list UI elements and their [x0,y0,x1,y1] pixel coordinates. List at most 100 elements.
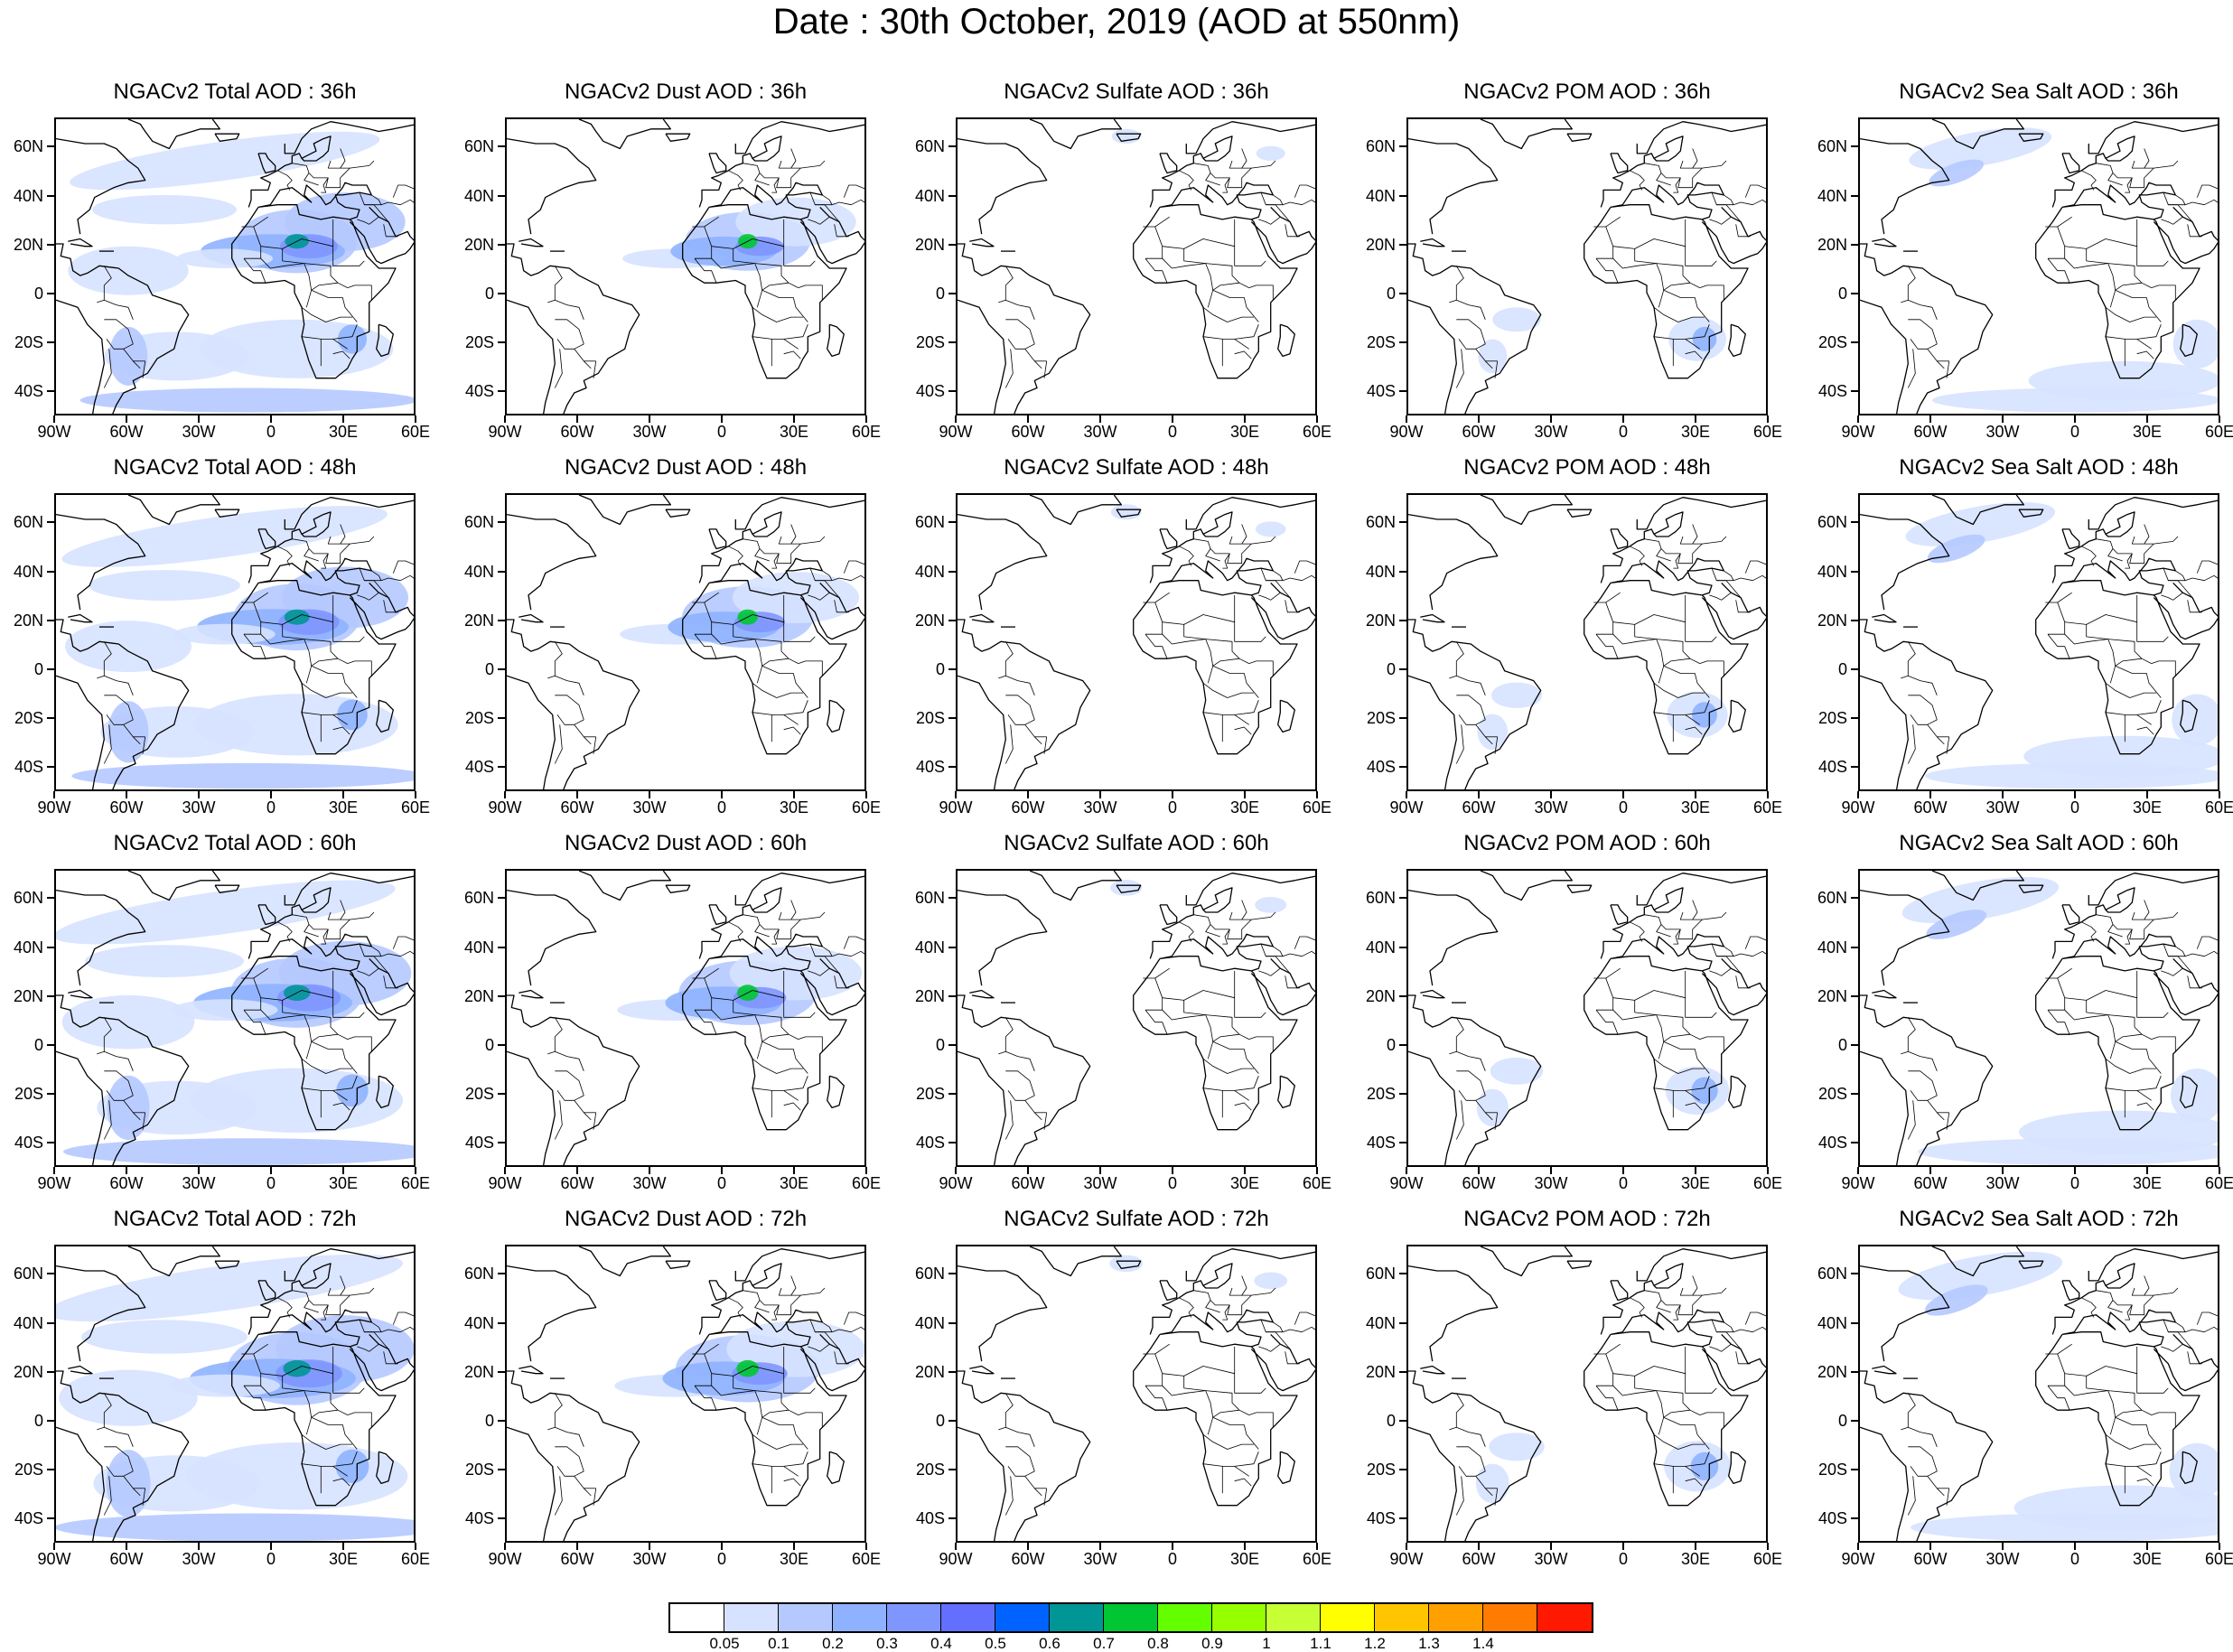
country-border [327,911,350,920]
country-border [1005,695,1035,721]
country-border [359,191,389,222]
lon-tick [198,1543,200,1550]
country-border [1143,592,1170,603]
country-border [260,594,334,625]
coastline [682,958,847,1131]
country-border [2105,682,2156,698]
coastline [248,135,332,208]
country-border [2105,1463,2152,1477]
country-border [1241,524,1247,545]
lat-tick [47,994,54,997]
coastline [2088,121,2218,154]
lon-tick-label: 30E [779,1174,809,1192]
lat-tick-label: 40N [1365,562,1396,581]
country-border [1260,191,1291,222]
aod-map [1860,871,2218,1165]
country-border [1212,1409,1240,1418]
coastline [231,583,397,755]
country-border [243,1009,266,1035]
country-border [711,1346,785,1377]
coastline [1728,1451,1746,1485]
lon-tick [2146,1543,2148,1550]
lon-tick-label: 30E [1229,798,1260,817]
coastline [2061,1280,2080,1302]
coastline [1149,1263,1233,1335]
aod-plume [336,1074,369,1107]
coastline [1566,133,1593,142]
country-border [104,1426,134,1447]
lon-tick-label: 30W [182,798,216,817]
lat-tick [1399,1419,1406,1422]
lat-tick-label: 40S [14,1508,43,1527]
country-border [301,682,352,698]
lon-tick-label: 90W [1389,1550,1424,1568]
lon-tick-label: 60E [1302,1174,1332,1192]
country-border [357,592,379,601]
aod-plume [1926,910,1987,939]
colorbar-label: 1.1 [1310,1635,1331,1652]
lon-tick [1550,791,1552,798]
country-border [1007,1090,1035,1101]
coastline [1408,513,1499,611]
country-border [327,536,350,545]
country-border [1205,263,1249,288]
lat-tick [1399,1321,1406,1324]
coastline [958,137,1048,235]
country-border [1241,900,1247,920]
country-border [1692,900,1698,920]
country-border [728,921,743,942]
coastline [1420,613,1445,623]
coastline [698,1263,782,1335]
coastline [1584,1334,1749,1507]
coastline [1610,933,1724,972]
lat-tick [948,243,956,246]
map-frame [54,117,416,415]
country-border [260,1009,304,1021]
country-border [106,714,134,725]
country-border [327,160,350,169]
country-border [1595,1385,1619,1411]
country-border [694,633,717,659]
country-border [809,567,840,598]
country-border [2125,929,2133,945]
lat-tick [1399,1468,1406,1470]
coastline [507,994,640,1165]
country-border [1663,1409,1691,1418]
lon-tick [2002,415,2004,423]
lat-tick [948,1370,956,1373]
country-border [1685,1478,1703,1487]
coastline [56,1370,190,1541]
country-border [1294,936,1315,949]
coastline [665,1260,691,1269]
coastline [68,613,93,623]
country-border [754,924,770,938]
coastline [578,871,671,901]
lat-tick [498,667,505,670]
country-border [332,1451,358,1467]
country-border [2163,1319,2193,1349]
country-border [1205,1014,1249,1040]
country-border [2184,199,2218,206]
country-border [1908,319,1938,345]
lon-tick [1172,791,1173,798]
country-border [2136,700,2162,715]
country-border [380,574,414,582]
coastline [1277,323,1295,358]
country-border [2064,257,2108,269]
country-border [1656,173,1671,186]
country-border [783,1373,816,1394]
coastline [2061,557,2176,596]
country-border [1005,1426,1035,1447]
coastline [376,1075,394,1109]
lon-tick [53,1167,55,1174]
country-border [1162,1009,1206,1021]
colorbar-swatch [779,1604,833,1631]
lon-tick-label: 30E [2132,423,2163,441]
aod-plume [1478,339,1508,374]
country-border [1711,943,1742,974]
country-border [1685,700,1710,715]
coastline [1931,495,2024,526]
country-border [1234,1373,1266,1394]
lat-tick [1399,1273,1406,1275]
aod-map [1408,871,1766,1165]
